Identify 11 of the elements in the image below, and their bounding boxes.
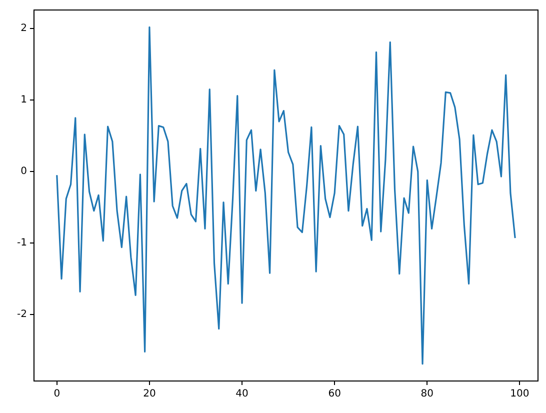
- x-tick-label: 40: [236, 388, 248, 400]
- y-tick-label: 1: [20, 94, 27, 106]
- x-tick-label: 0: [54, 388, 60, 400]
- x-tick-label: 80: [420, 388, 434, 400]
- y-tick-label: -2: [16, 309, 27, 320]
- y-tick-label: 0: [20, 166, 27, 178]
- x-tick-label: 100: [510, 388, 530, 400]
- y-tick-label: -1: [16, 238, 27, 249]
- x-tick-label: 20: [143, 388, 156, 400]
- y-tick-label: 2: [20, 23, 27, 34]
- x-tick-label: 60: [328, 388, 341, 400]
